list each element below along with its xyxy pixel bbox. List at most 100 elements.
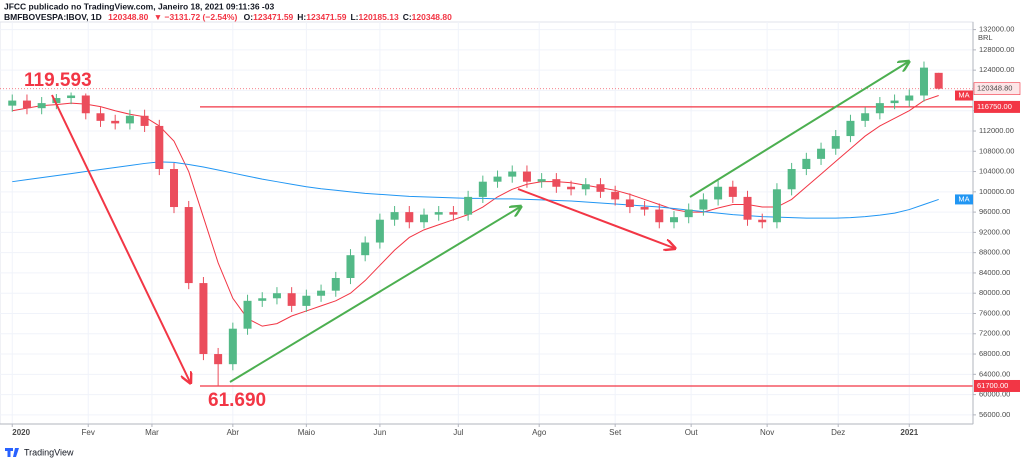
plot-area bbox=[0, 21, 974, 425]
ohlc: O:123471.59 H:123471.59 L:120185.13 C:12034… bbox=[244, 12, 452, 22]
candle-body bbox=[434, 212, 443, 215]
candle-body bbox=[170, 169, 179, 208]
candle-body bbox=[81, 95, 90, 114]
candle-body bbox=[331, 278, 340, 291]
ma-tag bbox=[955, 194, 973, 205]
y-tick-label: 88000.00 bbox=[979, 248, 1010, 257]
price-tag bbox=[974, 379, 1020, 392]
candle-body bbox=[890, 100, 899, 104]
arrow bbox=[689, 62, 908, 198]
x-tick-label: Fev bbox=[82, 428, 95, 437]
x-tick-label: 2021 bbox=[900, 428, 918, 437]
candle-body bbox=[302, 295, 311, 306]
price-tag-label: 61700.00 bbox=[977, 381, 1008, 390]
y-tick-label: 112000.00 bbox=[979, 126, 1014, 135]
ohlc-key: C: bbox=[403, 12, 412, 22]
candle-body bbox=[272, 293, 281, 299]
ohlc-value: 120348.80 bbox=[412, 12, 452, 22]
ohlc-value: 123471.59 bbox=[306, 12, 346, 22]
price-tag-label: 116750.00 bbox=[977, 102, 1012, 111]
candle-body bbox=[199, 283, 208, 355]
y-tick-label: 108000.00 bbox=[979, 146, 1014, 155]
publisher-line: JFCC publicado no TradingView.com, Janei… bbox=[4, 1, 274, 11]
y-tick-label: 84000.00 bbox=[979, 268, 1010, 277]
candle-body bbox=[346, 255, 355, 279]
y-tick-label: 96000.00 bbox=[979, 207, 1010, 216]
ma-tag bbox=[955, 90, 973, 101]
candle-body bbox=[287, 293, 296, 306]
y-tick-label: 56000.00 bbox=[979, 410, 1010, 419]
y-tick-label: 68000.00 bbox=[979, 349, 1010, 358]
x-tick-label: Mar bbox=[145, 428, 159, 437]
x-tick-label: Out bbox=[685, 428, 699, 437]
trend-arrows bbox=[51, 62, 908, 382]
candle-body bbox=[861, 113, 870, 121]
candle-body bbox=[567, 186, 576, 190]
moving-average bbox=[12, 161, 939, 219]
ohlc-key: L: bbox=[350, 12, 358, 22]
x-tick-label: Jul bbox=[453, 428, 463, 437]
candle-body bbox=[228, 328, 237, 365]
candle-body bbox=[111, 120, 120, 124]
candle-body bbox=[478, 181, 487, 197]
brand-logo: TradingView bbox=[5, 447, 74, 457]
candle-body bbox=[184, 207, 193, 284]
y-tick-label: 60000.00 bbox=[979, 390, 1010, 399]
candle-body bbox=[52, 98, 61, 104]
candle-body bbox=[581, 184, 590, 190]
x-tick-label: Dez bbox=[831, 428, 845, 437]
moving-average bbox=[12, 95, 939, 327]
ohlc-key: O: bbox=[244, 12, 254, 22]
candle-body bbox=[611, 191, 620, 200]
y-tick-label: 124000.00 bbox=[979, 65, 1014, 74]
y-tick-label: 80000.00 bbox=[979, 288, 1010, 297]
candle-body bbox=[67, 95, 76, 99]
candle-body bbox=[787, 169, 796, 190]
candle-body bbox=[155, 125, 164, 170]
candle-body bbox=[596, 184, 605, 192]
candle-body bbox=[420, 214, 429, 223]
symbol: BMFBOVESPA:IBOV, 1D bbox=[4, 12, 102, 22]
last: 120348.80 bbox=[108, 12, 148, 22]
candle-body bbox=[508, 171, 517, 177]
candle-body bbox=[96, 113, 105, 121]
candle-body bbox=[140, 115, 149, 126]
candle-body bbox=[934, 72, 943, 89]
symbol-line: BMFBOVESPA:IBOV, 1D 120348.80 ▼ −3131.72… bbox=[4, 12, 452, 22]
candle-body bbox=[317, 290, 326, 296]
candle-body bbox=[831, 136, 840, 149]
candle-body bbox=[919, 67, 928, 96]
candle-body bbox=[449, 212, 458, 215]
candle-body bbox=[552, 179, 561, 187]
x-tick-label: Nov bbox=[760, 428, 774, 437]
candle-body bbox=[684, 209, 693, 218]
brand: TradingView bbox=[24, 447, 74, 457]
candle-body bbox=[728, 186, 737, 197]
ohlc-key: H: bbox=[297, 12, 306, 22]
ma-tag-label: MA bbox=[958, 194, 969, 203]
y-tick-label: 76000.00 bbox=[979, 308, 1010, 317]
candle-body bbox=[375, 219, 384, 243]
candle-body bbox=[125, 115, 134, 124]
candle-body bbox=[817, 148, 826, 159]
x-tick-label: Maio bbox=[298, 428, 316, 437]
x-tick-label: 2020 bbox=[12, 428, 30, 437]
candle-body bbox=[655, 209, 664, 223]
annotation: 119.593 bbox=[24, 70, 92, 91]
last-price-label: 120348.80 bbox=[977, 84, 1012, 93]
logo-icon bbox=[5, 448, 19, 457]
candle-body bbox=[493, 176, 502, 182]
candle-body bbox=[390, 212, 399, 220]
y-tick-label: 104000.00 bbox=[979, 167, 1014, 176]
candle-body bbox=[846, 120, 855, 137]
currency: BRL bbox=[978, 33, 993, 42]
y-tick-label: 128000.00 bbox=[979, 45, 1014, 54]
candle-body bbox=[37, 103, 46, 109]
arrow bbox=[517, 188, 674, 248]
price-tag bbox=[974, 100, 1020, 113]
change: ▼ −3131.72 (−2.54%) bbox=[154, 12, 238, 22]
candle-body bbox=[714, 186, 723, 200]
y-tick-label: 92000.00 bbox=[979, 227, 1010, 236]
candle-body bbox=[640, 207, 649, 210]
